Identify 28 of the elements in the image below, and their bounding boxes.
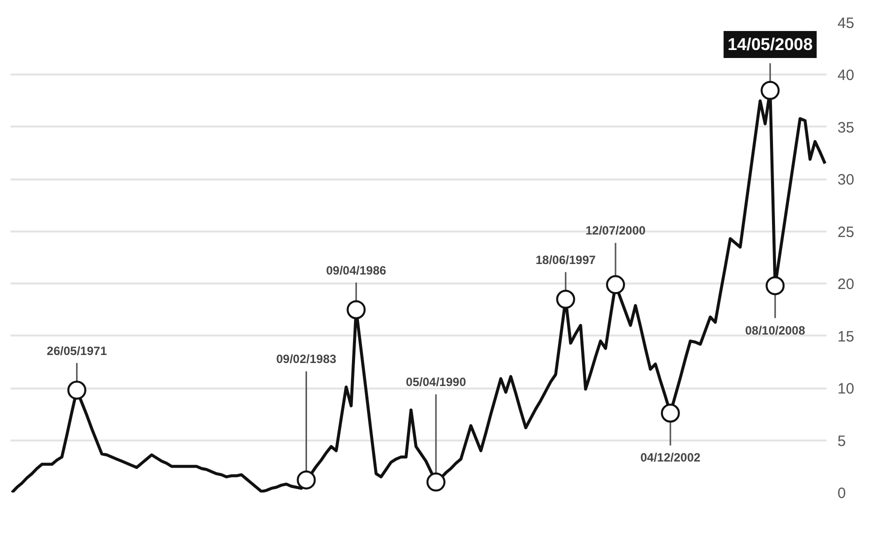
annotation: 09/04/1986	[326, 263, 387, 278]
point	[760, 80, 780, 100]
y-tick-label: 10	[838, 380, 854, 398]
point	[606, 275, 626, 294]
annotation: 05/04/1990	[406, 375, 466, 390]
point	[766, 276, 785, 296]
y-tick-label: 30	[838, 172, 854, 189]
y-tick-label: 20	[838, 276, 854, 294]
point	[296, 470, 316, 490]
y-tick-label: 15	[838, 328, 854, 346]
point	[660, 404, 680, 423]
annotation: 12/07/2000	[585, 224, 646, 238]
annotation: 14/05/2008	[728, 35, 813, 54]
annotation: 26/05/1971	[46, 344, 108, 358]
y-tick-label: 45	[838, 15, 854, 32]
annotation: 08/10/2008	[745, 323, 806, 338]
point	[67, 380, 86, 400]
y-tick-label: 0	[838, 485, 846, 502]
annotation: 04/12/2002	[640, 450, 701, 465]
y-tick-label: 25	[838, 224, 854, 241]
y-tick-label: 5	[838, 432, 846, 450]
point	[346, 300, 366, 320]
y-tick-label: 35	[838, 119, 854, 136]
annotation: 09/02/1983	[276, 352, 337, 366]
point	[556, 290, 576, 309]
point	[426, 472, 446, 492]
annotation: 18/06/1997	[536, 252, 596, 267]
y-tick-label: 40	[838, 67, 854, 84]
